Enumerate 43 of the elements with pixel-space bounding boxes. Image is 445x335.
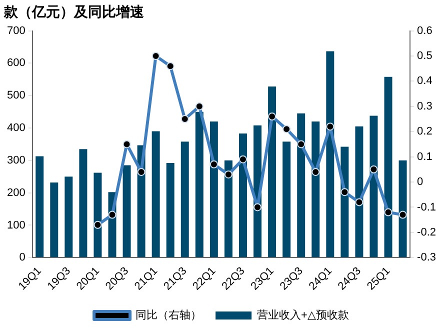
y-tick-label: 200: [6, 186, 26, 199]
y2-tick-label: 0.5: [417, 50, 432, 62]
y2-tick-label: 0.1: [417, 150, 432, 163]
bar: [398, 160, 407, 258]
bar: [312, 122, 320, 258]
y2-tick-label: -0.1: [417, 201, 436, 214]
bar: [180, 142, 189, 258]
bar: [370, 116, 378, 258]
legend-label: 营业收入+△预收款: [257, 308, 349, 322]
bar: [36, 156, 44, 258]
y-tick-label: 400: [6, 122, 26, 134]
y2-tick-label: 0.2: [417, 126, 432, 138]
y-tick-label: 0: [19, 252, 26, 264]
bar: [238, 134, 247, 258]
bar: [384, 76, 392, 258]
y2-tick-label: 0.4: [417, 75, 432, 88]
bar: [79, 149, 88, 258]
y2-tick-label: -0.2: [417, 226, 436, 238]
bar: [166, 163, 174, 258]
y2-tick-label: -0.3: [417, 252, 436, 264]
legend-label: 同比（右轴）: [136, 308, 202, 322]
y-tick-label: 500: [6, 90, 26, 102]
y2-tick-label: 0: [417, 176, 424, 188]
bar: [94, 172, 102, 258]
bar: [64, 176, 73, 258]
y-tick-label: 600: [6, 57, 26, 70]
bar: [282, 142, 291, 258]
chart-title: 款（亿元）及同比增速: [3, 3, 145, 20]
bar: [297, 113, 306, 258]
y-tick-label: 300: [6, 154, 26, 166]
y-tick-label: 100: [6, 219, 26, 232]
bar: [50, 182, 58, 258]
y-tick-label: 700: [6, 24, 26, 37]
bar: [210, 122, 218, 258]
bar: [326, 51, 334, 258]
bar: [268, 86, 276, 258]
y2-tick-label: 0.6: [417, 24, 432, 37]
bar: [355, 126, 364, 258]
y2-tick-label: 0.3: [417, 100, 432, 112]
bar: [195, 112, 204, 258]
bar: [152, 131, 160, 258]
bar: [224, 160, 232, 258]
bar: [122, 165, 131, 258]
